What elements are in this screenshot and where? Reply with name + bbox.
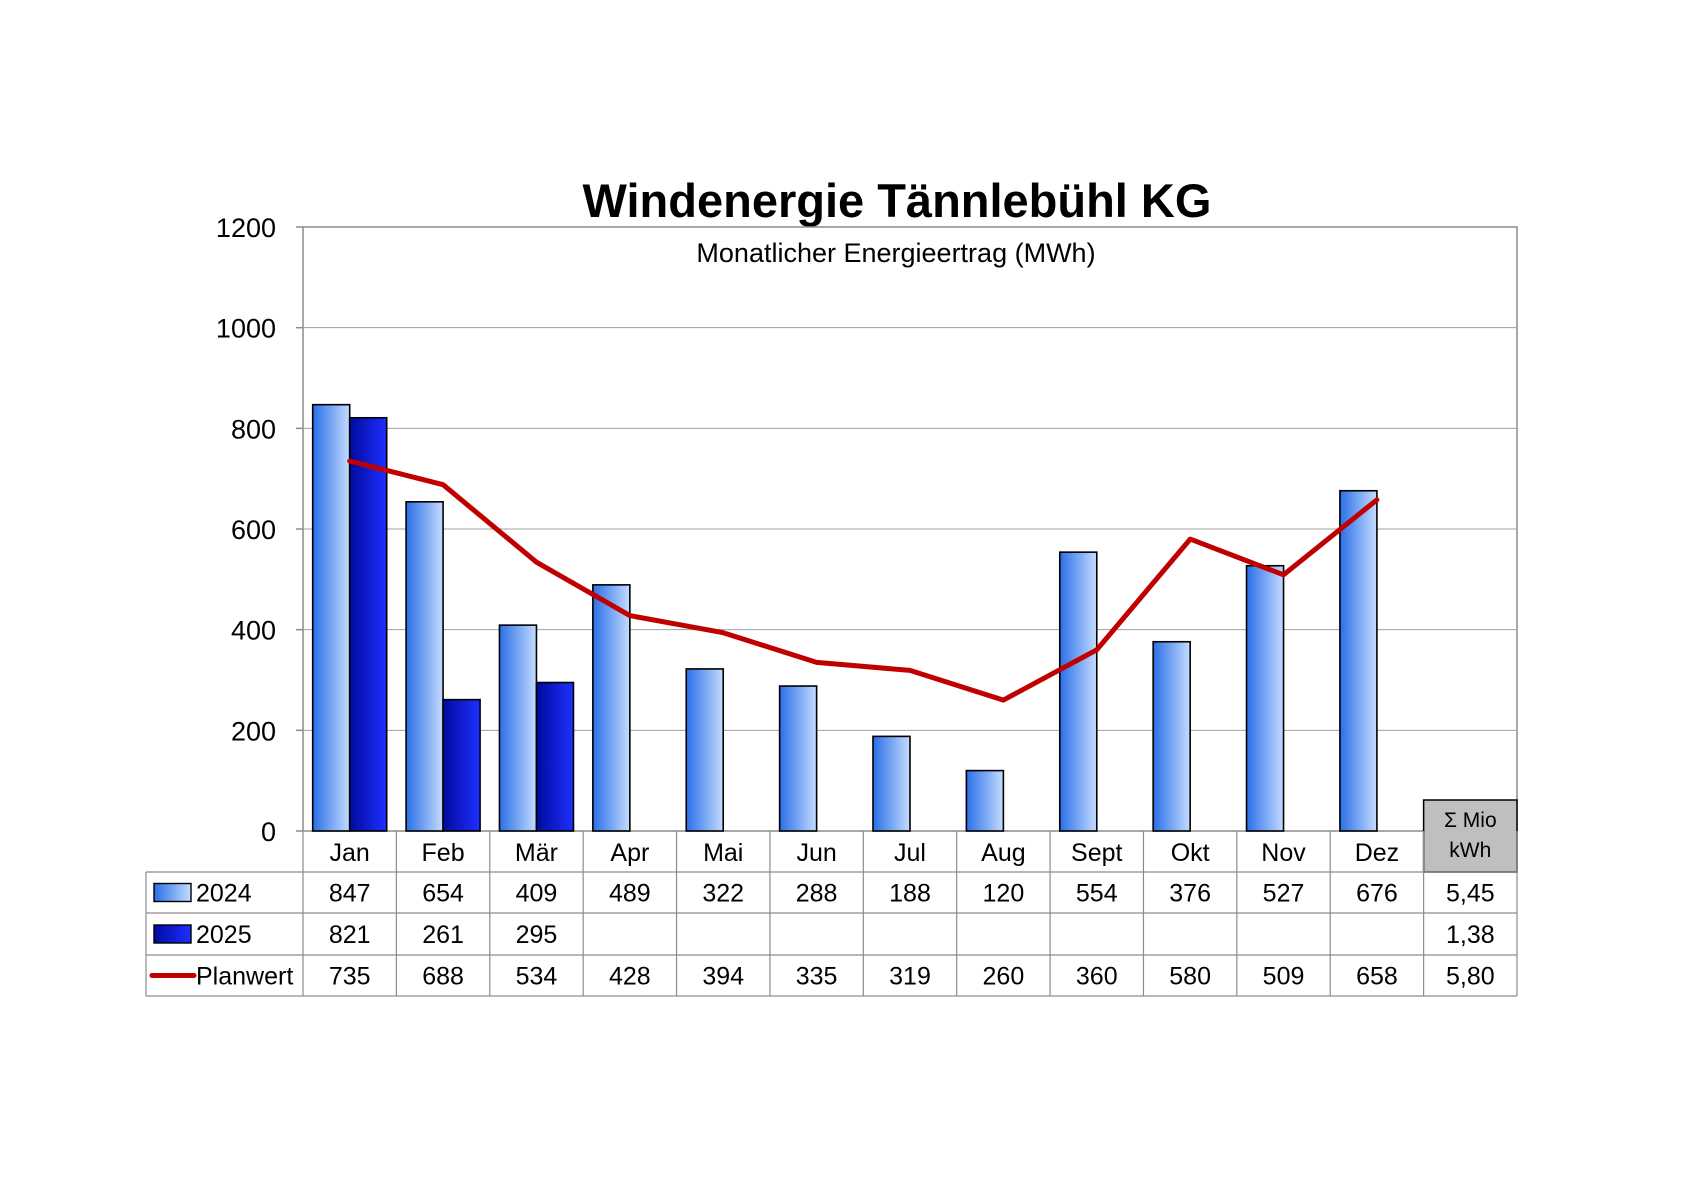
- cell-2024-Jun: 288: [796, 880, 838, 908]
- cell-Planwert-Jul: 319: [889, 963, 931, 991]
- xtick-label-Aug: Aug: [981, 839, 1025, 867]
- cell-2024-Aug: 120: [983, 880, 1025, 908]
- xtick-label-Nov: Nov: [1261, 839, 1306, 867]
- xtick-label-Jun: Jun: [796, 839, 836, 867]
- xtick-label-Sept: Sept: [1071, 839, 1122, 867]
- ytick-label-0: 0: [261, 817, 276, 847]
- bar-2024-Jan: [311, 403, 351, 832]
- bar-2025-Feb: [442, 698, 481, 832]
- cell-2025-Feb: 261: [422, 921, 464, 949]
- total-Planwert: 5,80: [1446, 963, 1495, 991]
- bar-2024-Mai: [685, 668, 725, 832]
- ytick-label-1000: 1000: [216, 314, 276, 344]
- cell-2024-Apr: 489: [609, 880, 651, 908]
- cell-2025-Mär: 295: [516, 921, 558, 949]
- ytick-label-800: 800: [231, 414, 276, 444]
- cell-Planwert-Mai: 394: [702, 963, 744, 991]
- cell-Planwert-Okt: 580: [1169, 963, 1211, 991]
- bar-2024-Mär: [498, 624, 538, 832]
- cell-2025-Jan: 821: [329, 921, 371, 949]
- ytick-label-600: 600: [231, 515, 276, 545]
- bar-2024-Apr: [592, 584, 631, 832]
- legend-label-2025: 2025: [196, 921, 252, 949]
- bar-2024-Sept: [1058, 551, 1098, 832]
- y-axis: 0 200 400 600 800 1000 1200: [216, 213, 303, 847]
- xtick-label-Mai: Mai: [703, 839, 743, 867]
- bar-2024-Aug: [965, 769, 1005, 832]
- cell-2024-Mär: 409: [516, 880, 558, 908]
- sum-header-label: Σ Mio: [1444, 809, 1497, 832]
- bar-2025-Jan: [348, 416, 388, 832]
- bar-2024-Dez: [1339, 489, 1378, 832]
- cell-2024-Jan: 847: [329, 880, 371, 908]
- chart-title: Windenergie Tännlebühl KG: [583, 174, 1212, 227]
- cell-Planwert-Mär: 534: [516, 963, 558, 991]
- planwert-line-group: [347, 458, 1380, 703]
- cell-Planwert-Nov: 509: [1263, 963, 1305, 991]
- cell-Planwert-Feb: 688: [422, 963, 464, 991]
- ytick-label-400: 400: [231, 616, 276, 646]
- bar-2024-Okt: [1152, 640, 1191, 832]
- data-table: Σ Mio kWh Jan Feb Mär Apr Mai Jun Jul Aug Sept Okt N…: [145, 799, 1518, 997]
- xtick-label-Jan: Jan: [330, 839, 370, 867]
- ytick-label-200: 200: [231, 716, 276, 746]
- cell-Planwert-Aug: 260: [983, 963, 1025, 991]
- cell-Planwert-Jan: 735: [329, 963, 371, 991]
- xtick-label-Apr: Apr: [610, 839, 649, 867]
- bar-2024-Feb: [405, 501, 444, 832]
- cell-2024-Dez: 676: [1356, 880, 1398, 908]
- legend-label-2024: 2024: [196, 880, 252, 908]
- sum-header-cell: [1422, 799, 1518, 873]
- bars: [311, 403, 1378, 832]
- legend-key-2024: [153, 882, 192, 903]
- total-2025: 1,38: [1446, 921, 1495, 949]
- cell-2024-Nov: 527: [1263, 880, 1305, 908]
- legend-label-Planwert: Planwert: [196, 963, 293, 991]
- sum-header-unit: kWh: [1449, 839, 1491, 862]
- xtick-label-Mär: Mär: [515, 839, 558, 867]
- bar-2024-Jul: [872, 735, 911, 832]
- chart-subtitle: Monatlicher Energieertrag (MWh): [696, 238, 1095, 268]
- series-line-Planwert: [347, 458, 1380, 703]
- xtick-label-Okt: Okt: [1171, 839, 1210, 867]
- ytick-label-1200: 1200: [216, 213, 276, 243]
- cell-2024-Mai: 322: [702, 880, 744, 908]
- cell-Planwert-Dez: 658: [1356, 963, 1398, 991]
- xtick-label-Dez: Dez: [1355, 839, 1399, 867]
- xtick-label-Jul: Jul: [894, 839, 926, 867]
- bar-2024-Jun: [778, 685, 818, 832]
- cell-Planwert-Jun: 335: [796, 963, 838, 991]
- bar-2024-Nov: [1245, 564, 1285, 832]
- xtick-label-Feb: Feb: [422, 839, 465, 867]
- cell-2024-Jul: 188: [889, 880, 931, 908]
- total-2024: 5,45: [1446, 880, 1495, 908]
- cell-Planwert-Apr: 428: [609, 963, 651, 991]
- legend-key-2025: [153, 924, 192, 944]
- cell-2024-Okt: 376: [1169, 880, 1211, 908]
- cell-2024-Feb: 654: [422, 880, 464, 908]
- cell-Planwert-Sept: 360: [1076, 963, 1118, 991]
- bar-2025-Mär: [535, 681, 575, 832]
- cell-2024-Sept: 554: [1076, 880, 1118, 908]
